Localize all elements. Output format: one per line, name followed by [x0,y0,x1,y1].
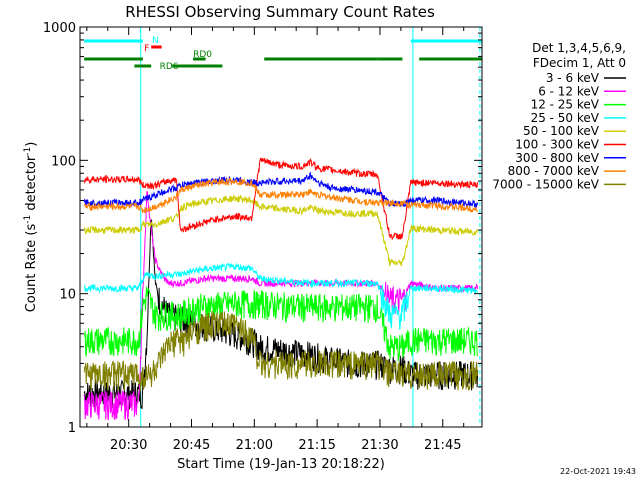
flag-label-n: N [152,36,159,46]
legend-entry-label: 100 - 300 keV [515,138,599,152]
x-tick-label: 21:15 [298,438,335,453]
y-tick-label: 100 [51,154,76,169]
y-axis-label-superscript: -1 [23,215,33,224]
legend-entry-label: 50 - 100 keV [523,124,600,138]
series-line-3 [83,262,479,331]
x-axis-label: Start Time (19-Jan-13 20:18:22) [177,457,385,472]
legend: Det 1,3,4,5,6,9, FDecim 1, Att 0 3 - 6 k… [492,41,626,191]
plot-frame [79,26,483,428]
legend-entry-label: 6 - 12 keV [538,84,600,98]
footer-timestamp: 22-Oct-2021 19:43 [560,467,636,476]
series-line-7 [83,177,479,213]
legend-entry-label: 300 - 800 keV [515,151,599,165]
y-axis-label: Count Rate (s-1 detector-1) [23,142,39,313]
legend-header-line-1: Det 1,3,4,5,6,9, [532,41,626,55]
x-axis: 20:30 20:45 21:00 21:15 21:30 21:45 [86,27,465,453]
series-line-8 [83,310,479,392]
y-axis-label-superscript: -1 [23,147,33,156]
legend-entry-label: 800 - 7000 keV [508,164,600,178]
y-tick-label: 10 [59,288,76,303]
legend-entry-label: 7000 - 15000 keV [492,177,599,191]
series-line-1 [83,191,479,421]
x-tick-label: 21:30 [361,438,398,453]
series-line-5 [83,157,479,240]
series-line-4 [83,193,479,268]
x-tick-label: 21:00 [236,438,273,453]
series-line-2 [83,286,479,362]
y-axis: 1 10 100 1000 [43,21,482,436]
chart-title: RHESSI Observing Summary Count Rates [125,3,435,21]
legend-entry-label: 25 - 50 keV [531,111,600,125]
legend-entry-label: 12 - 25 keV [531,98,600,112]
series-line-6 [83,171,479,209]
x-tick-label: 21:45 [424,438,461,453]
y-tick-label: 1000 [43,21,76,36]
flag-label-f: F [144,44,149,54]
x-tick-label: 20:45 [173,438,210,453]
flag-label-rd6: RD6 [160,62,179,72]
flag-label-rd0: RD0 [193,50,212,60]
legend-entry-label: 3 - 6 keV [546,71,600,85]
series-line-0 [83,219,479,410]
x-tick-label: 20:30 [110,438,147,453]
legend-header-line-2: FDecim 1, Att 0 [533,56,626,70]
y-tick-label: 1 [68,421,76,436]
plot-content: NF RD0 RD6 [83,27,482,427]
